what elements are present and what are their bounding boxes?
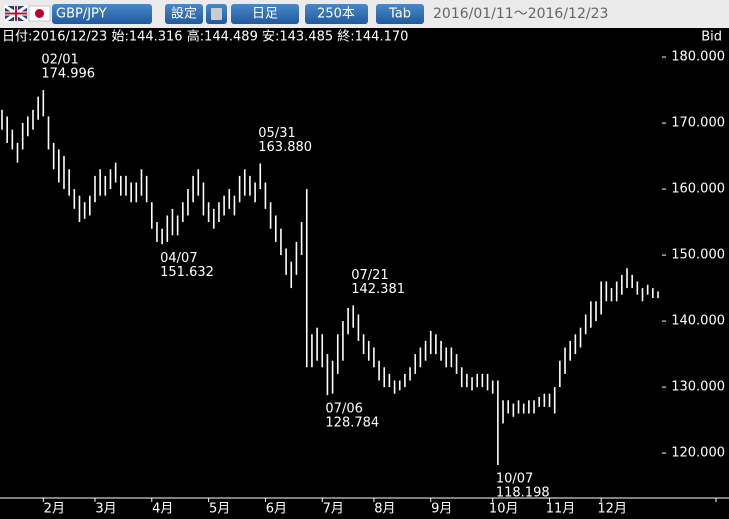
pair[interactable]: GBP/JPY bbox=[56, 7, 107, 22]
count-button[interactable] bbox=[305, 4, 368, 24]
y-tick-label: 180.000 bbox=[671, 50, 725, 65]
x-tick-label: 5月 bbox=[209, 502, 230, 517]
annotation-value: 142.381 bbox=[351, 282, 405, 297]
annotation-date: 10/07 bbox=[496, 472, 533, 487]
flags bbox=[4, 4, 51, 23]
button-label[interactable]: Tab bbox=[388, 7, 411, 22]
date-range: 2016/01/11～2016/12/23 bbox=[433, 6, 608, 22]
x-tick-label: 11月 bbox=[546, 502, 576, 517]
x-tick-label: 8月 bbox=[374, 502, 395, 517]
y-tick-label: 120.000 bbox=[671, 446, 725, 461]
annotation-value: 118.198 bbox=[496, 486, 550, 501]
icon bbox=[211, 8, 222, 20]
x-tick-label: 7月 bbox=[323, 502, 344, 517]
tab-button[interactable] bbox=[376, 4, 424, 24]
x-tick-label: 4月 bbox=[152, 502, 173, 517]
pair-button[interactable] bbox=[52, 4, 152, 24]
button-label[interactable]: 250本 bbox=[317, 7, 355, 22]
annotation-date: 05/31 bbox=[258, 126, 295, 141]
annotation-date: 02/01 bbox=[41, 53, 78, 68]
annotation-date: 07/21 bbox=[351, 268, 388, 283]
x-tick-label: 10月 bbox=[489, 502, 519, 517]
y-tick-label: 140.000 bbox=[671, 314, 725, 329]
x-tick-label: 12月 bbox=[597, 502, 627, 517]
info-line: 日付:2016/12/23 始:144.316 高:144.489 安:143.… bbox=[2, 29, 408, 45]
annotation-date: 07/06 bbox=[325, 402, 362, 417]
annotation-value: 174.996 bbox=[41, 67, 95, 82]
annotation-value: 151.632 bbox=[160, 265, 214, 280]
y-tick-label: 150.000 bbox=[671, 248, 725, 263]
period-button[interactable] bbox=[231, 4, 299, 24]
y-tick-label: 170.000 bbox=[671, 116, 725, 131]
annotation-date: 04/07 bbox=[160, 251, 197, 266]
x-tick-label: 6月 bbox=[266, 502, 287, 517]
y-tick-label: 130.000 bbox=[671, 380, 725, 395]
x-tick-label: 9月 bbox=[431, 502, 452, 517]
annotation-value: 128.784 bbox=[325, 416, 379, 431]
annotation-value: 163.880 bbox=[258, 140, 312, 155]
button-label[interactable]: 日足 bbox=[252, 7, 278, 22]
x-tick-label: 2月 bbox=[44, 502, 65, 517]
button-label[interactable]: 設定 bbox=[171, 6, 197, 22]
y-axis-label: Bid bbox=[701, 30, 722, 45]
y-tick-label: 160.000 bbox=[671, 182, 725, 197]
settings-button[interactable] bbox=[165, 4, 203, 24]
chart-bg bbox=[0, 28, 729, 519]
x-tick-label: 3月 bbox=[95, 502, 116, 517]
